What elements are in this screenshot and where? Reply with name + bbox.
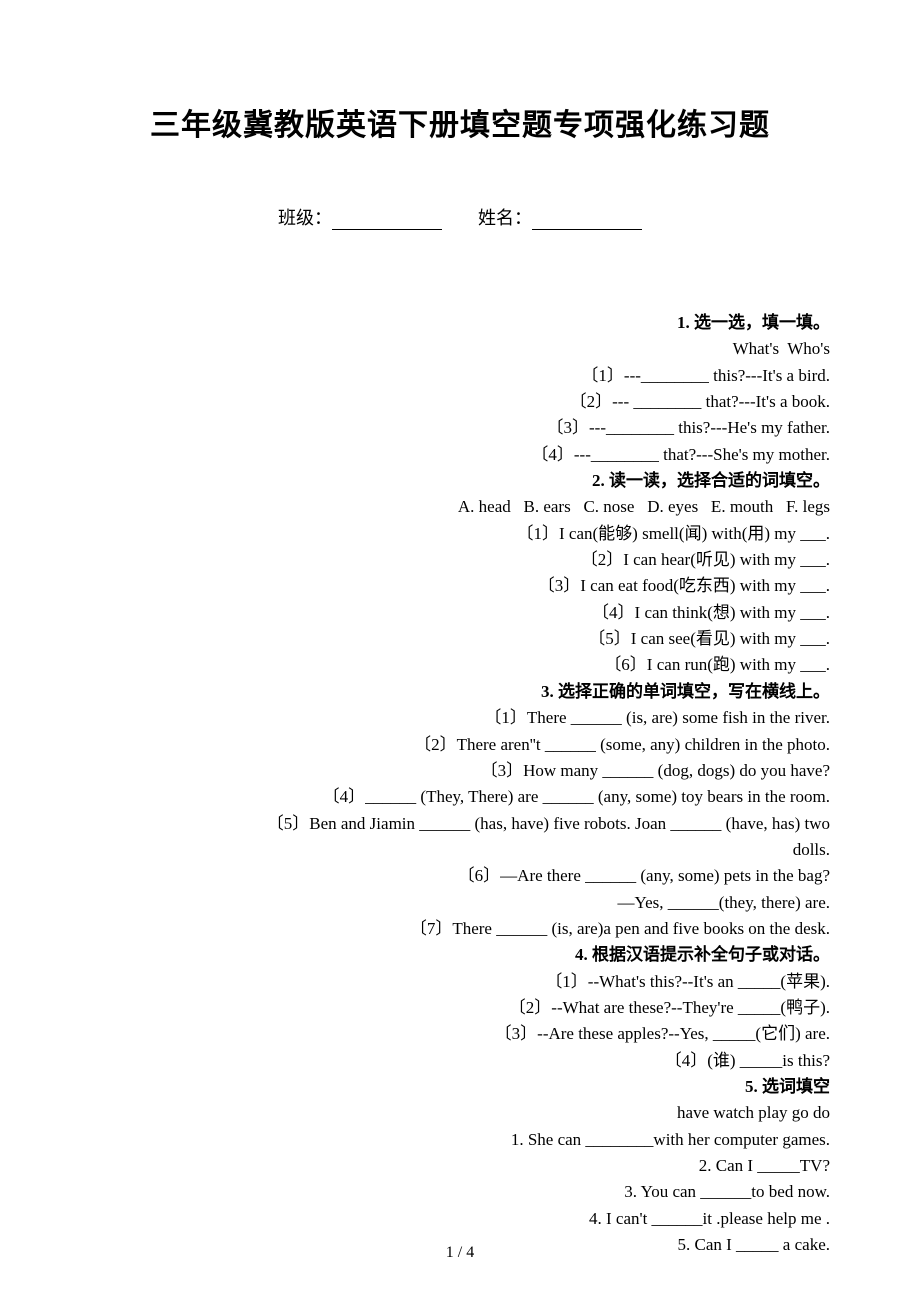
section2-q3: 〔3〕I can eat food(吃东西) with my ___. — [90, 573, 830, 599]
section5-q2: 2. Can I _____TV? — [90, 1153, 830, 1179]
name-label: 姓名： — [478, 208, 532, 228]
section3-q5: 〔5〕Ben and Jiamin ______ (has, have) fiv… — [90, 811, 830, 837]
section3-q5b: dolls. — [90, 837, 830, 863]
section5-q3: 3. You can ______to bed now. — [90, 1179, 830, 1205]
section4-q3: 〔3〕--Are these apples?--Yes, _____(它们) a… — [90, 1021, 830, 1047]
section2-options: A. head B. ears C. nose D. eyes E. mouth… — [90, 494, 830, 520]
page-number: 1 / 4 — [446, 1244, 474, 1262]
section2-q1: 〔1〕I can(能够) smell(闻) with(用) my ___. — [90, 521, 830, 547]
document-title: 三年级冀教版英语下册填空题专项强化练习题 — [90, 100, 830, 144]
section5-words: have watch play go do — [90, 1100, 830, 1126]
section1-q1: 〔1〕---________ this?---It's a bird. — [90, 363, 830, 389]
section3-heading: 3. 选择正确的单词填空，写在横线上。 — [90, 679, 830, 705]
section1-q2: 〔2〕--- ________ that?---It's a book. — [90, 389, 830, 415]
section4-heading: 4. 根据汉语提示补全句子或对话。 — [90, 942, 830, 968]
section1-heading: 1. 选一选，填一填。 — [90, 310, 830, 336]
header-fields: 班级： 姓名： — [90, 204, 830, 230]
class-blank — [332, 229, 442, 230]
section3-q6: 〔6〕—Are there ______ (any, some) pets in… — [90, 863, 830, 889]
section3-q1: 〔1〕There ______ (is, are) some fish in t… — [90, 705, 830, 731]
section5-heading: 5. 选词填空 — [90, 1074, 830, 1100]
section5-q1: 1. She can ________with her computer gam… — [90, 1127, 830, 1153]
exercise-content: 1. 选一选，填一填。 What's Who's 〔1〕---________ … — [90, 310, 830, 1258]
section2-q4: 〔4〕I can think(想) with my ___. — [90, 600, 830, 626]
section2-q5: 〔5〕I can see(看见) with my ___. — [90, 626, 830, 652]
section1-words: What's Who's — [90, 336, 830, 362]
class-label: 班级： — [278, 208, 332, 228]
section3-q3: 〔3〕How many ______ (dog, dogs) do you ha… — [90, 758, 830, 784]
section2-q6: 〔6〕I can run(跑) with my ___. — [90, 652, 830, 678]
section3-q6b: —Yes, ______(they, there) are. — [90, 890, 830, 916]
section4-q4: 〔4〕(谁) _____is this? — [90, 1048, 830, 1074]
section5-q4: 4. I can't ______it .please help me . — [90, 1206, 830, 1232]
section3-q2: 〔2〕There aren''t ______ (some, any) chil… — [90, 732, 830, 758]
section2-q2: 〔2〕I can hear(听见) with my ___. — [90, 547, 830, 573]
section4-q1: 〔1〕--What's this?--It's an _____(苹果). — [90, 969, 830, 995]
section1-q4: 〔4〕---________ that?---She's my mother. — [90, 442, 830, 468]
section1-q3: 〔3〕---________ this?---He's my father. — [90, 415, 830, 441]
section3-q4: 〔4〕______ (They, There) are ______ (any,… — [90, 784, 830, 810]
section3-q7: 〔7〕There ______ (is, are)a pen and five … — [90, 916, 830, 942]
section4-q2: 〔2〕--What are these?--They're _____(鸭子). — [90, 995, 830, 1021]
section2-heading: 2. 读一读，选择合适的词填空。 — [90, 468, 830, 494]
name-blank — [532, 229, 642, 230]
